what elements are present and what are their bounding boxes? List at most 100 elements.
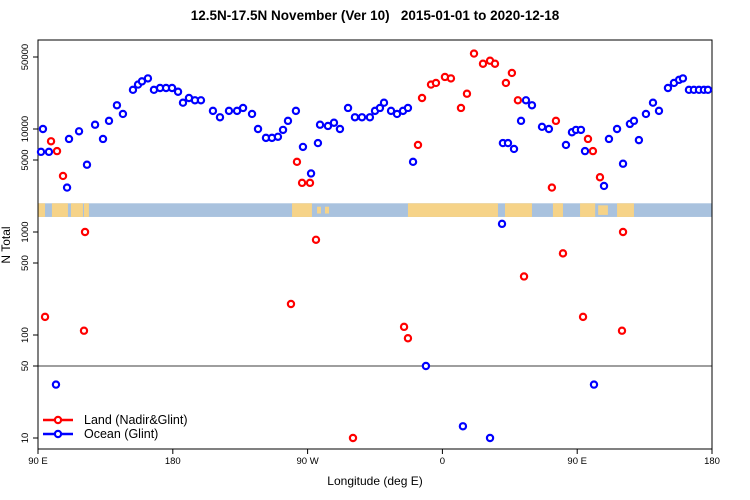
data-point-land: [595, 173, 605, 182]
legend-marker-land-icon: [43, 415, 73, 424]
data-point-ocean: [648, 98, 658, 107]
data-point-land: [399, 322, 409, 332]
data-point-ocean: [112, 101, 122, 110]
y-tick-label: 50000: [20, 44, 31, 70]
data-point-land: [58, 171, 68, 181]
data-point-ocean: [64, 134, 74, 144]
data-point-ocean: [283, 116, 293, 126]
data-point-ocean: [51, 380, 61, 389]
data-point-land: [588, 146, 598, 156]
data-point-land: [40, 312, 50, 322]
data-point-ocean: [44, 147, 54, 157]
map-band-land-segment: [407, 203, 498, 217]
y-tick-label: 50: [20, 361, 31, 372]
y-tick-label: 1000: [20, 221, 31, 242]
data-point-ocean: [90, 120, 100, 129]
data-point-land: [52, 146, 62, 156]
map-band-land-segment: [51, 203, 68, 217]
plot-border: [37, 39, 713, 450]
data-point-ocean: [612, 124, 622, 134]
legend-item-ocean: Ocean (Glint): [42, 426, 188, 441]
map-band-land-segment: [505, 203, 532, 217]
data-point-ocean: [215, 113, 225, 122]
data-point-land: [462, 89, 472, 98]
map-band-ocean: [38, 203, 712, 217]
map-band-land-segment: [38, 203, 46, 217]
data-point-ocean: [527, 101, 537, 110]
data-point-ocean: [247, 109, 257, 119]
data-point-ocean: [561, 140, 571, 150]
data-point-ocean: [663, 83, 673, 93]
data-point-ocean: [589, 380, 599, 389]
data-point-land: [292, 157, 302, 167]
legend-label-ocean: Ocean (Glint): [84, 426, 159, 441]
data-point-land: [519, 272, 529, 281]
data-point-ocean: [357, 113, 367, 122]
map-band-land-segment: [617, 203, 634, 217]
legend-label-land: Land (Nadir&Glint): [84, 412, 188, 427]
data-point-ocean: [497, 219, 507, 229]
data-point-land: [305, 178, 315, 188]
data-point-ocean: [36, 147, 46, 157]
legend-marker-ocean-icon: [43, 429, 73, 438]
x-axis-title: Longitude (deg E): [327, 474, 423, 488]
data-point-ocean: [516, 116, 526, 126]
data-point-land: [46, 137, 56, 146]
map-band-land-segment: [552, 203, 563, 217]
data-point-ocean: [576, 125, 586, 135]
data-point-land: [79, 326, 89, 335]
x-tick-label: 0: [440, 456, 445, 467]
data-point-land: [490, 59, 500, 68]
data-point-land: [286, 299, 296, 309]
data-point-ocean: [143, 74, 153, 83]
chart-title: 12.5N-17.5N November (Ver 10) 2015-01-01…: [190, 8, 560, 23]
data-point-land: [478, 59, 488, 68]
data-point-ocean: [485, 433, 495, 443]
data-point-ocean: [386, 106, 396, 116]
data-point-land: [348, 433, 358, 443]
data-point-land: [547, 183, 557, 192]
map-band-land-segment: [292, 203, 312, 217]
map-band-land-segment: [70, 203, 83, 217]
data-point-ocean: [521, 96, 531, 105]
data-point-ocean: [634, 135, 644, 145]
data-point-ocean: [128, 85, 138, 95]
data-point-ocean: [392, 109, 402, 119]
data-point-ocean: [167, 83, 177, 93]
data-point-ocean: [62, 183, 72, 192]
data-point-ocean: [599, 181, 609, 191]
data-point-land: [446, 74, 456, 83]
data-point-ocean: [329, 118, 339, 127]
map-band-land-segment: [324, 206, 330, 214]
data-point-ocean: [82, 160, 92, 169]
data-point-ocean: [74, 127, 84, 136]
data-point-ocean: [580, 146, 590, 156]
data-point-land: [618, 227, 628, 237]
data-point-ocean: [458, 422, 468, 431]
data-point-land: [80, 227, 90, 237]
data-point-land: [413, 140, 423, 150]
data-point-land: [431, 78, 441, 88]
map-band-land-segment: [83, 203, 89, 217]
data-point-land: [513, 96, 523, 105]
data-point-ocean: [224, 106, 234, 116]
data-point-ocean: [375, 103, 385, 113]
data-point-ocean: [350, 113, 360, 122]
data-point-land: [583, 134, 593, 144]
data-point-ocean: [379, 98, 389, 107]
data-point-land: [403, 334, 413, 343]
data-point-land: [456, 103, 466, 113]
map-band-land-segment: [580, 203, 596, 217]
data-point-ocean: [503, 138, 513, 148]
data-point-ocean: [315, 120, 325, 129]
data-point-ocean: [618, 159, 628, 168]
legend: Land (Nadir&Glint) Ocean (Glint): [42, 413, 188, 441]
x-tick-label: 90 E: [28, 456, 48, 467]
x-tick-label: 90 W: [297, 456, 319, 467]
data-point-ocean: [313, 138, 323, 148]
data-point-land: [311, 235, 321, 244]
y-tick-label: 500: [20, 255, 31, 271]
data-point-ocean: [253, 124, 263, 134]
